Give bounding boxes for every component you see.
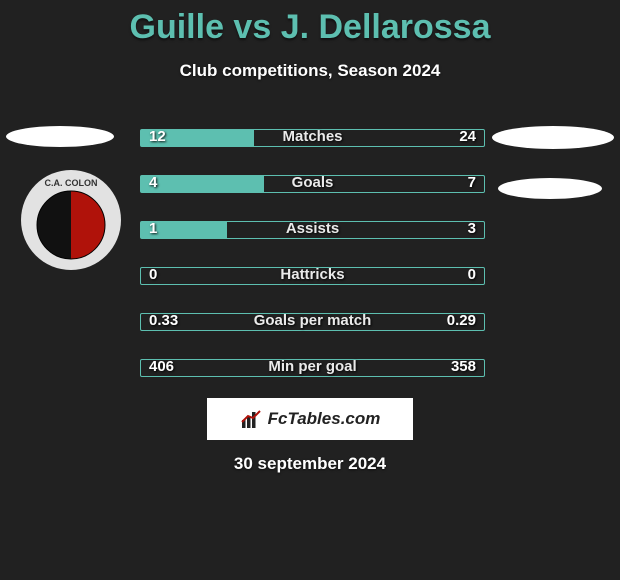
stat-label: Goals — [141, 174, 484, 191]
stat-value-right: 0.29 — [447, 312, 476, 329]
stat-value-right: 7 — [468, 174, 476, 191]
stat-value-right: 24 — [459, 128, 476, 145]
decorative-ellipse-0 — [6, 126, 114, 147]
stat-row: 12Matches24 — [140, 129, 485, 147]
stat-label: Min per goal — [141, 358, 484, 375]
branding-text: FcTables.com — [268, 409, 381, 429]
comparison-title: Guille vs J. Dellarossa — [0, 0, 620, 47]
comparison-subtitle: Club competitions, Season 2024 — [0, 61, 620, 81]
stat-value-right: 358 — [451, 358, 476, 375]
stat-label: Matches — [141, 128, 484, 145]
stat-row: 406Min per goal358 — [140, 359, 485, 377]
stat-value-right: 3 — [468, 220, 476, 237]
stats-rows: 12Matches24 4Goals7 1Assists3 0Hattricks0 0.… — [140, 129, 485, 405]
stat-row: 4Goals7 — [140, 175, 485, 193]
stat-label: Hattricks — [141, 266, 484, 283]
stat-value-right: 0 — [468, 266, 476, 283]
comparison-date: 30 september 2024 — [0, 454, 620, 474]
decorative-ellipse-1 — [492, 126, 614, 149]
branding-badge: FcTables.com — [207, 398, 413, 440]
stat-row: 1Assists3 — [140, 221, 485, 239]
stat-row: 0.33Goals per match0.29 — [140, 313, 485, 331]
club-badge-colon: C.A. COLON — [20, 169, 122, 271]
stat-row: 0Hattricks0 — [140, 267, 485, 285]
club-badge-label: C.A. COLON — [45, 178, 98, 188]
stat-label: Assists — [141, 220, 484, 237]
decorative-ellipse-2 — [498, 178, 602, 199]
stat-label: Goals per match — [141, 312, 484, 329]
branding-icon — [240, 408, 262, 430]
